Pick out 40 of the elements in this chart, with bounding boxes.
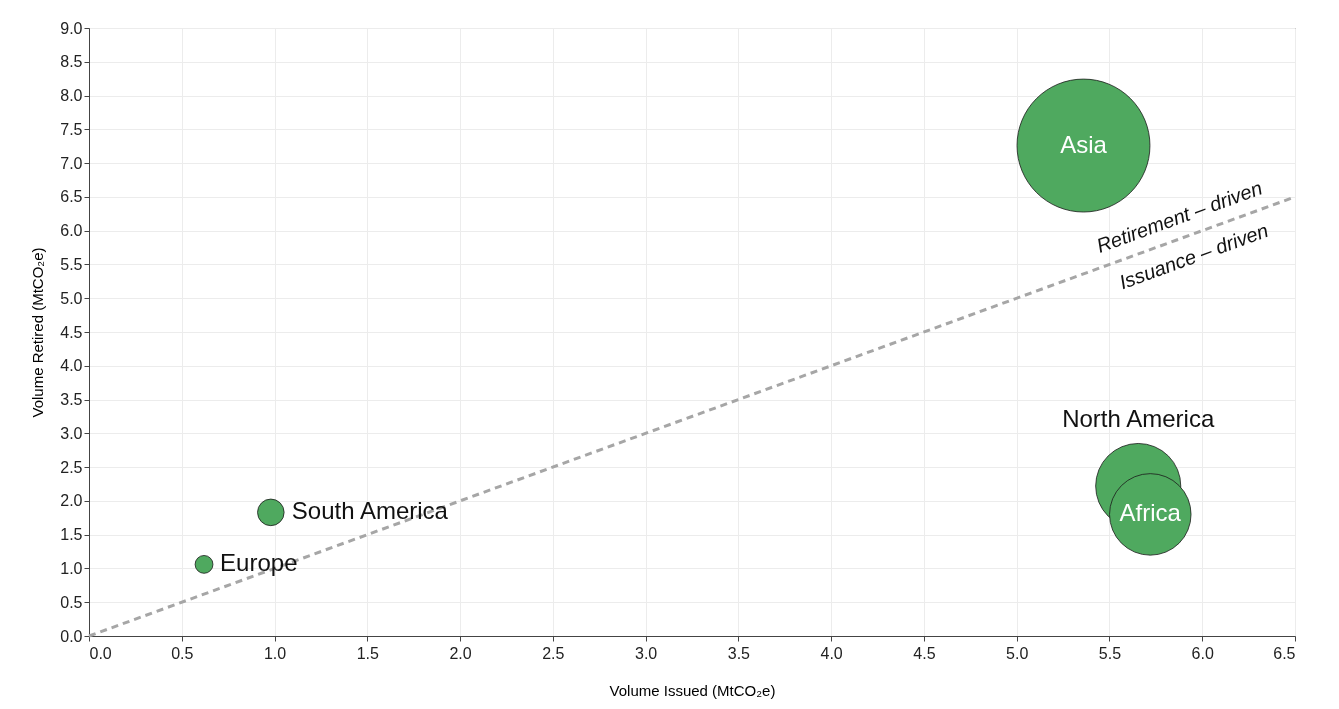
- y-tick-label: 3.5: [60, 391, 83, 409]
- series-label: Asia: [1060, 130, 1108, 158]
- y-tick-label: 1.5: [60, 526, 83, 544]
- x-tick-label: 0.0: [89, 644, 112, 662]
- y-tick-label: 1.0: [60, 559, 83, 577]
- x-tick-label: 6.0: [1191, 644, 1214, 662]
- y-axis-title: Volume Retired (MtCO₂e): [29, 247, 47, 418]
- y-tick-label: 4.0: [60, 357, 83, 375]
- y-tick-label: 6.5: [60, 188, 83, 206]
- y-tick-label: 3.0: [60, 424, 83, 442]
- x-tick-label: 1.0: [263, 644, 287, 662]
- x-tick-label: 2.5: [542, 644, 565, 662]
- x-tick-label: 6.5: [1273, 644, 1296, 662]
- x-axis-title: Volume Issued (MtCO₂e): [609, 681, 776, 699]
- y-tick-label: 4.5: [60, 323, 83, 341]
- x-tick-label: 5.0: [1006, 644, 1029, 662]
- series-label: North America: [1062, 405, 1215, 432]
- y-tick-label: 5.0: [60, 289, 83, 307]
- y-tick-label: 7.0: [60, 154, 83, 172]
- y-tick-label: 8.0: [60, 87, 83, 105]
- x-tick-label: 0.5: [171, 644, 194, 662]
- x-tick-label: 4.0: [820, 644, 843, 662]
- x-tick-label: 3.5: [727, 644, 751, 662]
- x-tick-label: 2.0: [449, 644, 472, 662]
- x-tick-label: 3.0: [634, 644, 658, 662]
- series-label: Europe: [220, 549, 298, 577]
- y-tick-label: 0.0: [60, 627, 83, 645]
- x-tick-label: 4.5: [913, 644, 936, 662]
- x-tick-label: 5.5: [1098, 644, 1122, 662]
- y-tick-label: 9.0: [60, 19, 83, 37]
- y-tick-label: 0.5: [60, 593, 83, 611]
- y-tick-label: 2.0: [60, 492, 83, 510]
- x-tick-label: 1.5: [356, 644, 380, 662]
- series-label: Africa: [1119, 499, 1182, 527]
- y-tick-label: 2.5: [60, 458, 83, 476]
- y-tick-label: 8.5: [60, 53, 83, 71]
- y-tick-label: 6.0: [60, 222, 83, 240]
- y-tick-label: 7.5: [60, 120, 83, 138]
- y-tick-label: 5.5: [60, 255, 83, 273]
- series-label: South America: [291, 497, 449, 525]
